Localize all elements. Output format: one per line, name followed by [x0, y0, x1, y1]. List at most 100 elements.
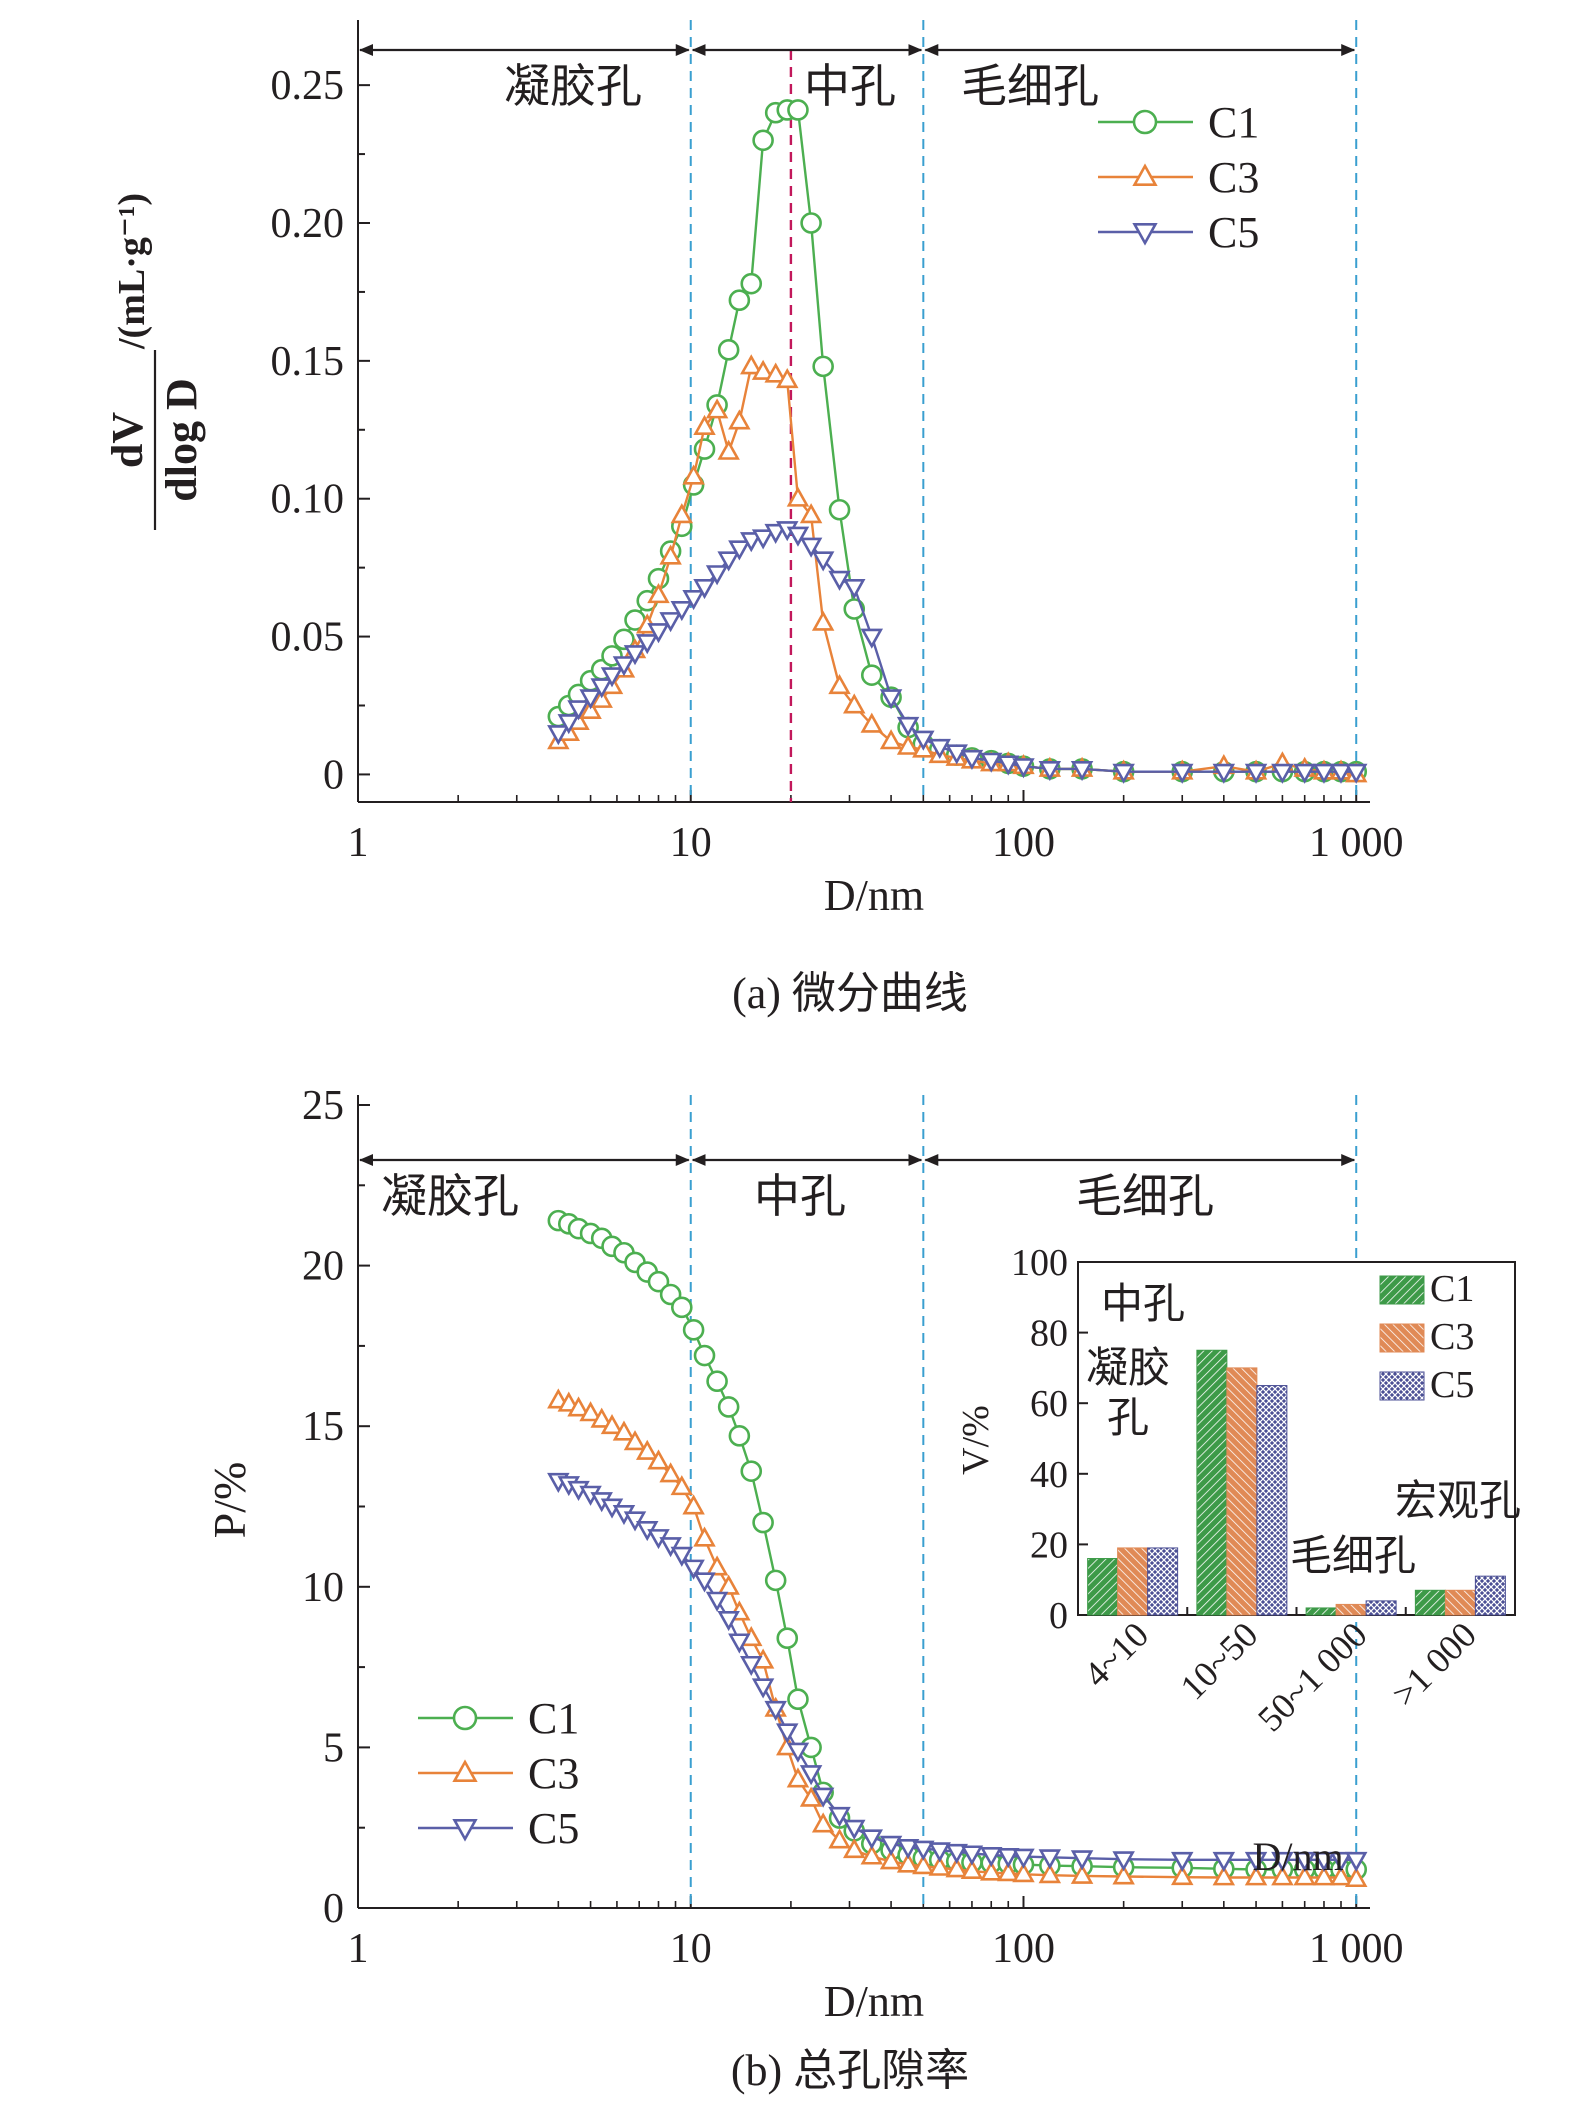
- legend-label: C1: [1208, 98, 1259, 147]
- region-label: 凝胶孔: [381, 1171, 519, 1222]
- data-point: [843, 598, 866, 620]
- data-point: [811, 1812, 835, 1833]
- inset-bar: [1414, 1589, 1446, 1616]
- data-point: [635, 634, 659, 655]
- data-point: [557, 714, 581, 735]
- data-point: [706, 1370, 728, 1393]
- panel-a-caption: (a) 微分曲线: [732, 969, 968, 1018]
- data-point: [717, 1396, 740, 1418]
- data-point: [590, 678, 613, 699]
- inset-legend-label: C5: [1430, 1364, 1474, 1406]
- x-tick-label: 100: [992, 1926, 1055, 1972]
- data-point: [1271, 1865, 1294, 1886]
- data-point: [979, 1860, 1003, 1881]
- y-tick-label: 0.10: [271, 477, 345, 523]
- data-point: [1112, 1851, 1135, 1872]
- data-point: [960, 1858, 984, 1880]
- legend-marker: [1132, 109, 1158, 135]
- data-point: [928, 738, 951, 760]
- data-point: [740, 532, 763, 553]
- y-tick-label: 5: [323, 1725, 344, 1771]
- data-point: [979, 752, 1003, 773]
- data-point: [635, 1439, 659, 1460]
- data-point: [579, 698, 602, 719]
- legend-label: C3: [1208, 153, 1259, 202]
- data-point: [717, 1610, 740, 1632]
- data-point: [945, 744, 968, 765]
- data-point: [1012, 758, 1035, 779]
- data-point: [1329, 763, 1353, 784]
- data-point: [1171, 1851, 1194, 1872]
- data-point: [682, 590, 705, 611]
- data-point: [1271, 1851, 1294, 1872]
- y-axis-label-unit: /(mL·g⁻¹): [111, 193, 153, 350]
- x-tick-label: 100: [992, 820, 1055, 866]
- data-point: [1344, 763, 1368, 784]
- legend: C1 C3 C5: [418, 1694, 579, 1853]
- y-tick-label: 0: [323, 752, 344, 798]
- inset-category-annotation: 宏观孔: [1395, 1478, 1521, 1525]
- data-point: [1212, 1865, 1236, 1886]
- inset-bar: [1117, 1547, 1149, 1616]
- data-point: [896, 734, 920, 755]
- region-label: 凝胶孔: [504, 61, 642, 112]
- data-point: [693, 1572, 716, 1593]
- data-point: [740, 272, 763, 295]
- data-point: [764, 523, 787, 544]
- inset-y-tick-label: 60: [1030, 1383, 1068, 1425]
- data-point: [751, 1678, 775, 1699]
- data-point: [997, 755, 1020, 776]
- data-point: [860, 1829, 884, 1850]
- data-point: [1293, 763, 1316, 784]
- x-tick-label: 1: [348, 1926, 369, 1972]
- data-point: [613, 628, 635, 651]
- panel-b-caption: (b) 总孔隙率: [731, 2046, 969, 2095]
- y-tick-label: 0.25: [271, 63, 345, 109]
- data-point: [1112, 1864, 1135, 1885]
- region-label: 毛细孔: [1076, 1171, 1214, 1222]
- inset-y-tick-label: 100: [1011, 1242, 1068, 1284]
- data-point: [912, 1854, 935, 1875]
- inset-bar: [1196, 1349, 1228, 1616]
- data-point: [705, 398, 729, 419]
- data-point: [786, 486, 810, 507]
- panel-a-differential-curve: 0 0.05 0.10 0.15 0.20 0.25 1 10 100 1 000 D/nm 凝胶孔 中…: [103, 20, 1403, 920]
- inset-bar: [1305, 1607, 1337, 1616]
- inset-legend-label: C1: [1430, 1268, 1474, 1310]
- data-point: [1344, 1866, 1368, 1888]
- x-tick-label: 1 000: [1309, 1926, 1404, 1972]
- data-point: [600, 1414, 624, 1435]
- data-point: [842, 1838, 866, 1859]
- data-point: [567, 700, 590, 721]
- inset-y-tick-label: 40: [1030, 1454, 1068, 1496]
- data-point: [728, 540, 751, 561]
- inset-bar: [1087, 1558, 1119, 1616]
- inset-bar: [1365, 1600, 1397, 1616]
- data-point: [800, 212, 822, 234]
- data-point: [670, 503, 694, 524]
- series-line: [557, 364, 1357, 776]
- x-axis-label: D/nm: [824, 1977, 924, 2026]
- data-point: [764, 1569, 787, 1592]
- data-point: [1329, 1865, 1353, 1886]
- y-axis-label: P/%: [204, 1462, 255, 1539]
- data-point: [1112, 763, 1135, 784]
- data-point: [960, 1845, 984, 1866]
- data-point: [1171, 763, 1194, 784]
- data-point: [812, 355, 834, 378]
- data-point: [1312, 763, 1336, 784]
- data-point: [1244, 1865, 1268, 1886]
- data-point: [1038, 760, 1062, 782]
- data-point: [693, 414, 716, 435]
- inset-legend-swatch: [1379, 1371, 1425, 1401]
- data-point: [1312, 1851, 1336, 1872]
- series-C3: [547, 1388, 1368, 1888]
- data-point: [945, 1857, 968, 1878]
- data-point: [717, 1574, 740, 1595]
- data-point: [776, 1627, 799, 1649]
- data-point: [811, 1787, 835, 1808]
- data-point: [1038, 1849, 1062, 1870]
- data-point: [1212, 763, 1236, 784]
